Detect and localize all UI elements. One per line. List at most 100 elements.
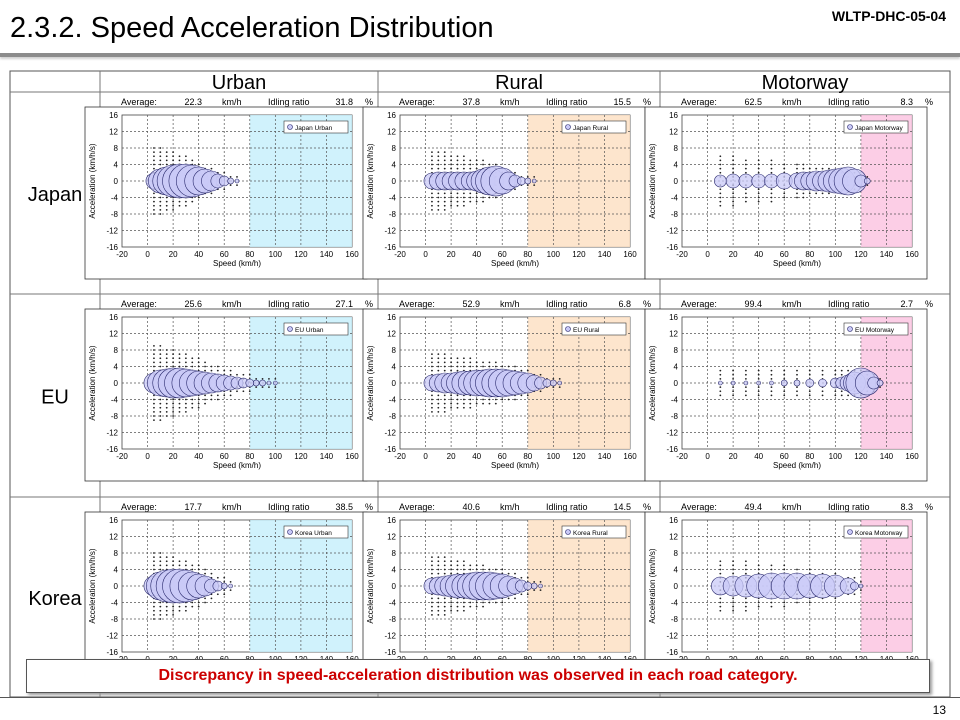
data-point: [840, 394, 843, 397]
legend: Korea Rural: [561, 525, 627, 539]
data-point: [274, 377, 277, 380]
data-point: [197, 568, 200, 571]
data-point: [879, 377, 881, 380]
data-point: [450, 192, 453, 195]
data-point: [475, 192, 478, 195]
data-point: [153, 398, 155, 401]
data-point: [866, 184, 869, 187]
data-point: [431, 151, 433, 154]
bubble: [730, 380, 736, 386]
x-tick-label: 20: [169, 250, 178, 259]
data-point: [191, 357, 194, 360]
bubble: [538, 583, 543, 589]
data-point: [450, 361, 453, 364]
stat-average-value: 40.6: [462, 502, 480, 512]
data-point: [808, 192, 811, 195]
x-axis-label: Speed (km/h): [773, 259, 821, 268]
data-point: [732, 204, 735, 207]
data-point: [172, 609, 175, 612]
data-point: [437, 204, 440, 207]
data-point: [757, 394, 760, 397]
data-point: [197, 357, 200, 360]
x-tick-label: -20: [116, 452, 128, 461]
data-point: [216, 365, 219, 368]
data-point: [757, 196, 760, 199]
data-point: [539, 373, 542, 376]
data-point: [191, 398, 194, 401]
data-point: [475, 568, 478, 571]
stat-pct-unit: %: [365, 502, 373, 512]
legend-box: [283, 525, 349, 539]
data-point: [783, 377, 786, 380]
y-tick-label: 16: [387, 516, 396, 525]
data-point: [431, 200, 433, 203]
y-tick-label: 12: [669, 533, 678, 542]
data-point: [456, 196, 459, 199]
data-point: [437, 192, 440, 195]
data-point: [437, 572, 440, 575]
stat-speed-unit: km/h: [222, 97, 242, 107]
data-point: [431, 410, 433, 413]
data-point: [159, 410, 162, 413]
data-point: [821, 192, 824, 195]
data-point: [450, 568, 453, 571]
stat-average-label: Average:: [681, 299, 717, 309]
data-point: [153, 365, 155, 368]
data-point: [488, 361, 491, 364]
data-point: [770, 188, 773, 191]
data-point: [153, 609, 155, 612]
data-point: [431, 572, 433, 575]
data-point: [172, 159, 175, 162]
data-point: [431, 192, 433, 195]
stat-idling-label: Idling ratio: [546, 299, 588, 309]
bubble: [858, 583, 864, 589]
data-point: [770, 601, 773, 604]
data-point: [204, 402, 206, 405]
data-point: [494, 601, 497, 604]
x-tick-label: 80: [805, 452, 814, 461]
data-point: [744, 171, 747, 174]
data-point: [552, 386, 555, 389]
data-point: [184, 357, 187, 360]
data-point: [469, 159, 472, 162]
data-point: [821, 394, 824, 397]
data-point: [159, 564, 162, 567]
y-tick-label: 8: [114, 549, 119, 558]
data-point: [184, 365, 187, 368]
data-point: [757, 159, 760, 162]
data-point: [153, 349, 155, 351]
data-point: [165, 208, 168, 211]
y-axis-label: Acceleration (km/h/s): [366, 548, 375, 623]
data-point: [796, 192, 798, 195]
data-point: [507, 597, 510, 600]
data-point: [178, 398, 181, 401]
data-point: [197, 605, 200, 608]
data-point: [153, 151, 155, 154]
data-point: [191, 365, 194, 368]
x-tick-label: 120: [572, 250, 586, 259]
data-point: [443, 597, 446, 600]
data-point: [783, 564, 786, 567]
data-point: [229, 390, 232, 393]
data-point: [526, 369, 529, 372]
data-point: [456, 163, 459, 166]
data-point: [475, 159, 478, 162]
data-point: [482, 159, 484, 162]
stat-idling-value: 8.3: [900, 97, 913, 107]
data-point: [757, 377, 760, 380]
data-point: [165, 200, 168, 203]
data-point: [159, 552, 162, 554]
y-tick-label: -4: [111, 396, 119, 405]
data-point: [443, 196, 446, 199]
data-point: [456, 357, 459, 360]
data-point: [757, 568, 760, 571]
y-tick-label: -4: [389, 194, 397, 203]
data-point: [744, 373, 747, 376]
y-tick-label: 0: [114, 379, 119, 388]
data-point: [223, 188, 226, 191]
data-point: [475, 398, 478, 401]
y-tick-label: -12: [106, 227, 118, 236]
data-point: [796, 390, 798, 393]
data-point: [178, 155, 181, 158]
